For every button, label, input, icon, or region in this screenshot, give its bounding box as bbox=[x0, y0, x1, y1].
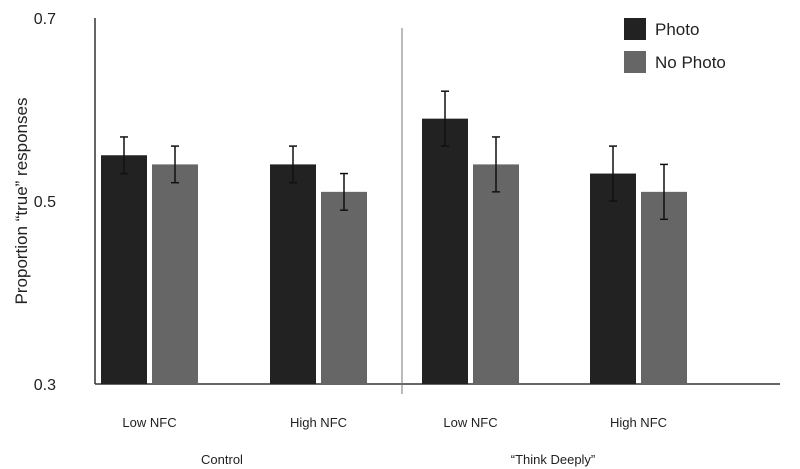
bar bbox=[590, 173, 636, 384]
group-label-control: Control bbox=[201, 452, 243, 467]
bar bbox=[270, 164, 316, 384]
group-label-think-deeply: “Think Deeply” bbox=[511, 452, 596, 467]
bar bbox=[641, 191, 687, 384]
x-tick-label: High NFC bbox=[610, 415, 667, 430]
legend-swatch-photo bbox=[624, 18, 646, 40]
legend-swatch-no-photo bbox=[624, 51, 646, 73]
y-tick-label: 0.7 bbox=[34, 11, 56, 28]
x-tick-label: Low NFC bbox=[443, 415, 497, 430]
bar bbox=[101, 155, 147, 384]
legend: Photo No Photo bbox=[624, 18, 726, 73]
x-tick-label: Low NFC bbox=[122, 415, 176, 430]
x-tick-label: High NFC bbox=[290, 415, 347, 430]
y-axis-label: Proportion “true” responses bbox=[12, 98, 31, 305]
bar bbox=[422, 118, 468, 385]
bar bbox=[321, 191, 367, 384]
legend-label-photo: Photo bbox=[655, 20, 699, 39]
bar bbox=[473, 164, 519, 384]
y-tick-label: 0.3 bbox=[34, 377, 56, 394]
bar bbox=[152, 164, 198, 384]
legend-label-no-photo: No Photo bbox=[655, 53, 726, 72]
y-tick-label: 0.5 bbox=[34, 194, 56, 211]
